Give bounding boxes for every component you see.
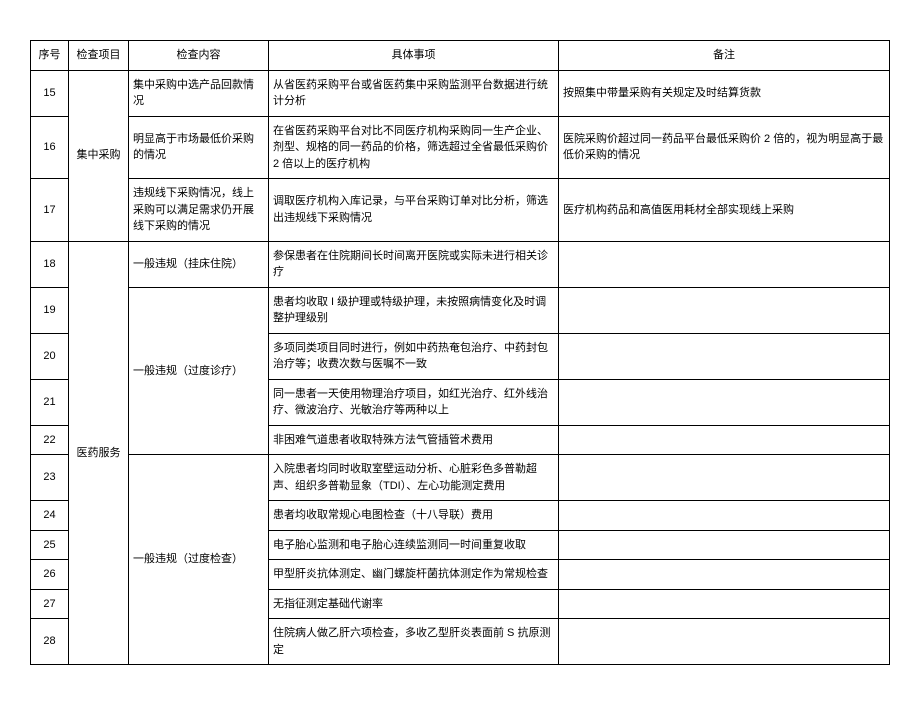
cell-remark <box>559 455 890 501</box>
header-seq: 序号 <box>31 41 69 71</box>
cell-detail: 参保患者在住院期间长时间离开医院或实际未进行相关诊疗 <box>269 241 559 287</box>
table-row: 17 违规线下采购情况，线上采购可以满足需求仍开展线下采购的情况 调取医疗机构入… <box>31 179 890 242</box>
cell-seq: 27 <box>31 589 69 619</box>
cell-seq: 22 <box>31 425 69 455</box>
cell-remark <box>559 241 890 287</box>
cell-seq: 26 <box>31 560 69 590</box>
cell-detail: 患者均收取 I 级护理或特级护理，未按照病情变化及时调整护理级别 <box>269 287 559 333</box>
cell-detail: 同一患者一天使用物理治疗项目，如红光治疗、红外线治疗、微波治疗、光敏治疗等两种以… <box>269 379 559 425</box>
cell-content-merged: 一般违规（过度诊疗） <box>129 287 269 455</box>
cell-seq: 23 <box>31 455 69 501</box>
cell-detail: 从省医药采购平台或省医药集中采购监测平台数据进行统计分析 <box>269 70 559 116</box>
cell-remark: 医院采购价超过同一药品平台最低采购价 2 倍的，视为明显高于最低价采购的情况 <box>559 116 890 179</box>
cell-detail: 在省医药采购平台对比不同医疗机构采购同一生产企业、剂型、规格的同一药品的价格，筛… <box>269 116 559 179</box>
cell-remark: 按照集中带量采购有关规定及时结算货款 <box>559 70 890 116</box>
cell-remark <box>559 560 890 590</box>
cell-project-merged: 医药服务 <box>69 241 129 665</box>
cell-seq: 19 <box>31 287 69 333</box>
inspection-table: 序号 检查项目 检查内容 具体事项 备注 15 集中采购 集中采购中选产品回款情… <box>30 40 890 665</box>
header-project: 检查项目 <box>69 41 129 71</box>
cell-detail: 患者均收取常规心电图检查（十八导联）费用 <box>269 501 559 531</box>
header-remark: 备注 <box>559 41 890 71</box>
cell-seq: 18 <box>31 241 69 287</box>
cell-detail: 入院患者均同时收取室壁运动分析、心脏彩色多普勒超声、组织多普勒显象（TDI）、左… <box>269 455 559 501</box>
cell-detail: 多项同类项目同时进行，例如中药热奄包治疗、中药封包治疗等；收费次数与医嘱不一致 <box>269 333 559 379</box>
cell-remark <box>559 425 890 455</box>
cell-project-merged: 集中采购 <box>69 70 129 241</box>
cell-content: 一般违规（挂床住院） <box>129 241 269 287</box>
cell-remark <box>559 333 890 379</box>
cell-detail: 住院病人做乙肝六项检查，多收乙型肝炎表面前 S 抗原测定 <box>269 619 559 665</box>
table-row: 19 一般违规（过度诊疗） 患者均收取 I 级护理或特级护理，未按照病情变化及时… <box>31 287 890 333</box>
table-row: 23 一般违规（过度检查） 入院患者均同时收取室壁运动分析、心脏彩色多普勒超声、… <box>31 455 890 501</box>
cell-remark <box>559 287 890 333</box>
table-header-row: 序号 检查项目 检查内容 具体事项 备注 <box>31 41 890 71</box>
table-row: 15 集中采购 集中采购中选产品回款情况 从省医药采购平台或省医药集中采购监测平… <box>31 70 890 116</box>
cell-detail: 非困难气道患者收取特殊方法气管插管术费用 <box>269 425 559 455</box>
cell-seq: 17 <box>31 179 69 242</box>
table-row: 16 明显高于市场最低价采购的情况 在省医药采购平台对比不同医疗机构采购同一生产… <box>31 116 890 179</box>
cell-seq: 24 <box>31 501 69 531</box>
cell-seq: 28 <box>31 619 69 665</box>
cell-remark <box>559 379 890 425</box>
cell-seq: 21 <box>31 379 69 425</box>
cell-content-merged: 一般违规（过度检查） <box>129 455 269 665</box>
page-container: 序号 检查项目 检查内容 具体事项 备注 15 集中采购 集中采购中选产品回款情… <box>0 0 920 705</box>
cell-detail: 电子胎心监测和电子胎心连续监测同一时间重复收取 <box>269 530 559 560</box>
cell-content: 集中采购中选产品回款情况 <box>129 70 269 116</box>
cell-content: 违规线下采购情况，线上采购可以满足需求仍开展线下采购的情况 <box>129 179 269 242</box>
cell-seq: 15 <box>31 70 69 116</box>
header-content: 检查内容 <box>129 41 269 71</box>
cell-remark <box>559 619 890 665</box>
header-detail: 具体事项 <box>269 41 559 71</box>
cell-detail: 无指征测定基础代谢率 <box>269 589 559 619</box>
cell-detail: 甲型肝炎抗体测定、幽门螺旋杆菌抗体测定作为常规检查 <box>269 560 559 590</box>
table-row: 18 医药服务 一般违规（挂床住院） 参保患者在住院期间长时间离开医院或实际未进… <box>31 241 890 287</box>
cell-seq: 25 <box>31 530 69 560</box>
cell-remark <box>559 530 890 560</box>
cell-content: 明显高于市场最低价采购的情况 <box>129 116 269 179</box>
cell-remark <box>559 501 890 531</box>
cell-remark: 医疗机构药品和高值医用耗材全部实现线上采购 <box>559 179 890 242</box>
cell-seq: 20 <box>31 333 69 379</box>
cell-remark <box>559 589 890 619</box>
cell-seq: 16 <box>31 116 69 179</box>
cell-detail: 调取医疗机构入库记录，与平台采购订单对比分析，筛选出违规线下采购情况 <box>269 179 559 242</box>
